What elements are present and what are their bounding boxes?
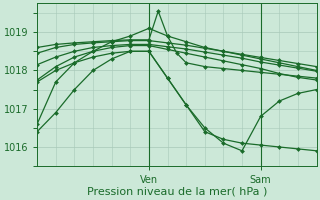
X-axis label: Pression niveau de la mer( hPa ): Pression niveau de la mer( hPa ) (87, 187, 267, 197)
